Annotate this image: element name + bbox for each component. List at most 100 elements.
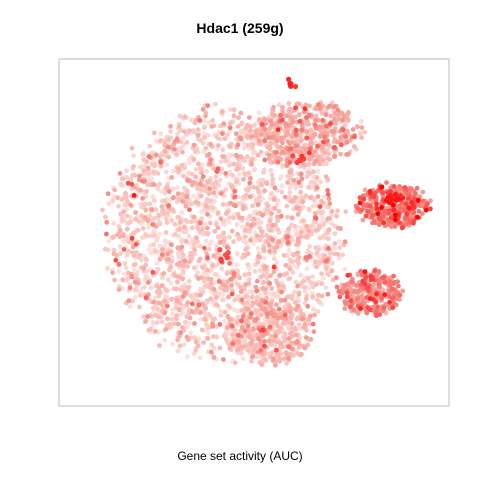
data-point: [396, 220, 402, 226]
data-point: [326, 103, 332, 109]
data-point: [192, 321, 197, 326]
data-point: [213, 101, 218, 107]
data-point: [281, 253, 287, 258]
data-point: [387, 279, 393, 285]
data-point: [402, 185, 408, 190]
data-point: [237, 235, 243, 241]
data-point: [296, 180, 302, 185]
data-point: [162, 298, 168, 304]
data-point: [269, 172, 275, 178]
data-point: [350, 127, 356, 132]
data-point: [251, 123, 257, 128]
data-point: [304, 223, 310, 229]
data-point: [251, 167, 257, 173]
data-point: [275, 155, 281, 161]
data-point: [191, 157, 197, 162]
data-point: [113, 257, 119, 263]
data-point: [363, 213, 369, 219]
data-point: [293, 127, 299, 133]
data-point: [344, 139, 350, 145]
data-point: [392, 280, 397, 285]
data-point: [229, 152, 235, 158]
data-point: [166, 203, 172, 209]
data-point: [337, 245, 343, 250]
data-point: [325, 291, 331, 297]
data-point: [159, 204, 165, 210]
data-point: [205, 103, 211, 108]
data-point: [221, 121, 227, 127]
data-point: [132, 279, 138, 285]
data-point: [155, 266, 161, 272]
data-point: [192, 247, 198, 253]
data-point: [180, 135, 186, 141]
data-point: [305, 304, 311, 309]
data-point: [284, 203, 290, 209]
data-point: [158, 131, 164, 136]
data-point: [293, 279, 299, 285]
data-point: [393, 212, 398, 218]
data-point: [210, 263, 215, 269]
data-point: [217, 345, 223, 351]
data-point: [186, 279, 192, 284]
data-point: [296, 322, 302, 327]
data-point: [140, 178, 145, 184]
data-point: [220, 202, 226, 207]
data-point: [360, 217, 366, 223]
data-point: [250, 289, 256, 295]
data-point: [229, 228, 235, 234]
data-point: [334, 275, 339, 281]
data-point: [247, 128, 253, 134]
data-point: [280, 149, 285, 155]
data-point: [269, 122, 275, 128]
data-point: [242, 234, 248, 240]
data-point: [331, 145, 337, 150]
data-point: [147, 201, 152, 207]
data-point: [227, 305, 233, 310]
data-point: [307, 156, 312, 162]
data-point: [142, 284, 147, 290]
data-point: [388, 185, 394, 191]
data-point: [260, 273, 266, 279]
data-point: [259, 362, 265, 368]
data-point: [213, 179, 219, 185]
data-point: [237, 275, 243, 281]
data-point: [142, 276, 148, 281]
data-point: [278, 315, 284, 320]
data-point: [187, 315, 193, 321]
data-point: [273, 362, 278, 368]
data-point: [342, 306, 348, 311]
data-point: [380, 214, 386, 220]
data-point: [355, 124, 360, 129]
data-point: [269, 350, 275, 356]
data-point: [259, 132, 264, 137]
data-point: [282, 297, 288, 303]
data-point: [225, 132, 230, 138]
data-point: [276, 306, 282, 312]
data-point: [141, 266, 146, 271]
data-point: [371, 219, 377, 225]
data-point: [231, 215, 236, 221]
data-point: [156, 314, 161, 320]
data-point: [238, 285, 243, 290]
data-point: [170, 307, 175, 313]
data-point: [332, 231, 338, 237]
data-point: [233, 131, 239, 137]
data-point: [195, 132, 201, 138]
data-point: [313, 158, 319, 164]
data-point: [266, 156, 272, 162]
data-point: [335, 107, 341, 113]
data-point: [150, 305, 156, 311]
data-point: [337, 255, 342, 261]
data-point: [235, 281, 240, 287]
data-point: [213, 272, 219, 277]
data-point: [169, 258, 175, 264]
data-point: [246, 271, 252, 277]
data-point: [284, 271, 289, 276]
data-point: [280, 105, 285, 110]
data-point: [292, 223, 298, 229]
data-point: [358, 268, 363, 274]
data-point: [215, 166, 221, 172]
data-point: [327, 201, 333, 206]
data-point: [226, 162, 232, 168]
